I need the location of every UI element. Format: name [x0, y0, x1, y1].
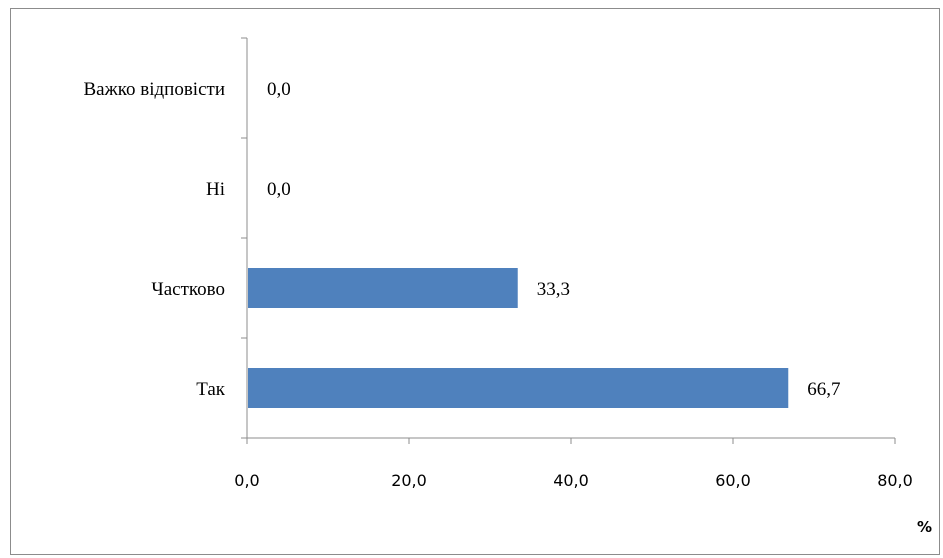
category-label: Ні — [206, 179, 225, 200]
x-tick-label: 20,0 — [391, 471, 427, 490]
x-axis-title: % — [917, 518, 932, 536]
bars-group — [248, 268, 789, 408]
data-label: 0,0 — [267, 79, 291, 100]
bar — [248, 368, 789, 408]
category-label: Частково — [151, 279, 225, 300]
x-tick-label: 80,0 — [877, 471, 913, 490]
data-label: 0,0 — [267, 179, 291, 200]
x-tick-label: 40,0 — [553, 471, 589, 490]
bar — [248, 268, 518, 308]
axes-group — [241, 37, 896, 444]
data-label: 66,7 — [807, 379, 840, 400]
x-tick-label: 0,0 — [234, 471, 259, 490]
labels-group: 0,0 20,0 40,0 60,0 80,0 Так 66,7 Частково 33,3 Ні… — [84, 79, 913, 490]
data-label: 33,3 — [537, 279, 570, 300]
x-tick-label: 60,0 — [715, 471, 751, 490]
category-label: Так — [196, 379, 226, 400]
category-label: Важко відповісти — [84, 79, 226, 100]
